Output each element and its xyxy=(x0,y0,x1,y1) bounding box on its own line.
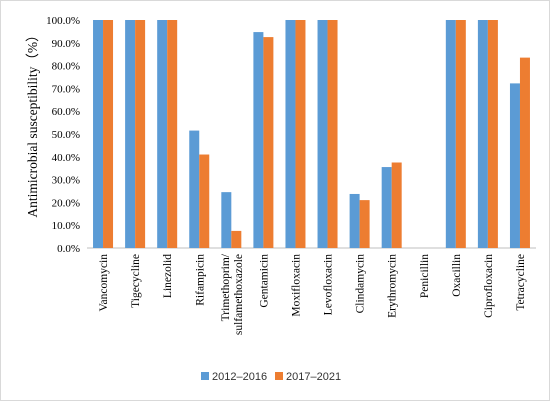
y-tick-label: 80.0% xyxy=(52,61,80,73)
legend-swatch xyxy=(275,372,283,380)
legend-label: 2017–2021 xyxy=(286,371,341,383)
x-category-label: Vancomycin xyxy=(98,254,110,312)
bar-series2 xyxy=(103,20,114,248)
bar-series2 xyxy=(519,57,530,249)
y-tick-label: 10.0% xyxy=(52,220,80,232)
x-category-label: Clindamycin xyxy=(355,254,367,314)
bar-series2 xyxy=(167,20,178,248)
bar-series1 xyxy=(125,20,136,248)
x-category-label: Tigecycline xyxy=(130,254,142,308)
y-tick-label: 60.0% xyxy=(52,106,80,118)
x-category-label: sulfamethoxazole xyxy=(233,254,245,335)
bar-series2 xyxy=(295,20,306,248)
y-tick-label: 30.0% xyxy=(52,175,80,187)
x-category-label: Ciprofloxacin xyxy=(483,254,495,318)
bar-series2 xyxy=(199,154,210,248)
y-tick-label: 50.0% xyxy=(52,129,80,141)
x-category-label: Linezolid xyxy=(162,254,174,298)
legend-swatch xyxy=(201,372,209,380)
bar-series1 xyxy=(477,20,488,248)
y-tick-label: 40.0% xyxy=(52,152,80,164)
bar-series2 xyxy=(359,200,370,248)
bar-series2 xyxy=(263,37,274,248)
bar-series1 xyxy=(221,192,232,248)
x-category-label: Penicillin xyxy=(419,254,431,298)
legend-label: 2012–2016 xyxy=(212,371,267,383)
legend: 2012–2016 2017–2021 xyxy=(201,371,341,383)
bar-series2 xyxy=(231,230,242,248)
bar-series2 xyxy=(391,162,402,248)
bar-series1 xyxy=(509,83,520,248)
bar-series2 xyxy=(487,20,498,248)
bar-series1 xyxy=(445,20,456,248)
bar-series2 xyxy=(327,20,338,248)
x-category-label: Erythromycin xyxy=(387,254,399,318)
bar-series1 xyxy=(381,167,392,248)
x-category-label: Gentamicin xyxy=(258,254,270,308)
bar-series2 xyxy=(455,20,466,248)
y-tick-label: 90.0% xyxy=(52,38,80,50)
bar-series1 xyxy=(317,20,328,248)
y-axis-ticks: 0.0% 10.0% 20.0% 30.0% 40.0% 50.0% 60.0% 70.0% 8… xyxy=(46,15,80,255)
y-tick-label: 100.0% xyxy=(46,15,80,27)
bars xyxy=(93,20,530,249)
x-axis-categories: Vancomycin Tigecycline Linezolid Rifampicin… xyxy=(98,253,527,335)
x-category-label: Oxacillin xyxy=(451,254,463,297)
x-category-label: Trimethoprim/ xyxy=(220,253,232,321)
bar-series1 xyxy=(253,32,264,248)
bar-series1 xyxy=(285,20,296,248)
bar-series1 xyxy=(93,20,104,248)
y-tick-label: 70.0% xyxy=(52,83,80,95)
y-axis-title: Antimicrobial susceptibility（%） xyxy=(25,28,40,217)
x-category-label: Rifampicin xyxy=(194,254,206,306)
bar-series1 xyxy=(157,20,168,248)
x-category-label: Tetracycline xyxy=(515,254,527,311)
x-category-label: Levofloxacin xyxy=(323,254,335,316)
bar-series1 xyxy=(189,130,200,248)
bar-series2 xyxy=(135,20,146,248)
bar-series1 xyxy=(349,193,360,248)
y-tick-label: 0.0% xyxy=(57,243,80,255)
x-category-label: Moxifloxacin xyxy=(290,254,302,317)
y-tick-label: 20.0% xyxy=(52,197,80,209)
